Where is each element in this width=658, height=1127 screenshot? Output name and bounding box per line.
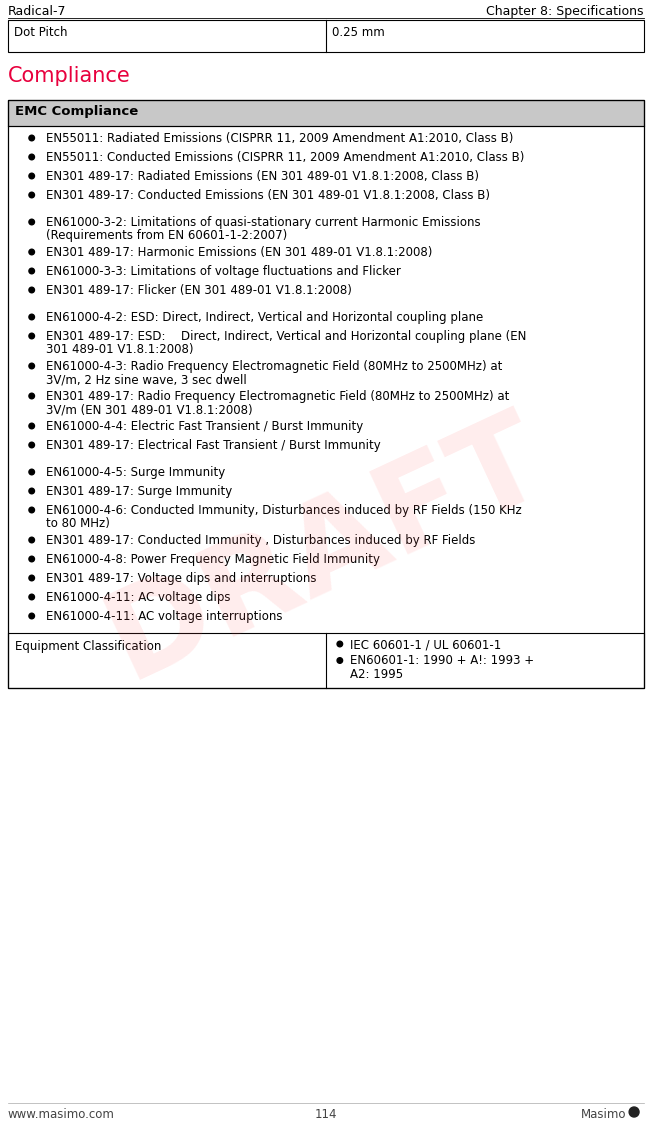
Circle shape <box>29 557 34 561</box>
Circle shape <box>29 287 34 293</box>
Text: EN60601-1: 1990 + A!: 1993 +: EN60601-1: 1990 + A!: 1993 + <box>350 655 534 667</box>
Text: Chapter 8: Specifications: Chapter 8: Specifications <box>486 5 644 18</box>
Text: Dot Pitch: Dot Pitch <box>14 26 67 39</box>
Bar <box>8 20 644 52</box>
Text: EN61000-3-3: Limitations of voltage fluctuations and Flicker: EN61000-3-3: Limitations of voltage fluc… <box>45 265 401 278</box>
Bar <box>8 633 644 687</box>
Circle shape <box>29 469 34 474</box>
Circle shape <box>29 575 34 580</box>
Text: Masimo: Masimo <box>580 1108 626 1121</box>
Text: EN301 489-17: Conducted Immunity , Disturbances induced by RF Fields: EN301 489-17: Conducted Immunity , Distu… <box>45 534 475 547</box>
Circle shape <box>29 314 34 320</box>
Text: EN301 489-17: Surge Immunity: EN301 489-17: Surge Immunity <box>45 485 232 498</box>
Text: EMC Compliance: EMC Compliance <box>15 105 138 118</box>
Circle shape <box>29 268 34 274</box>
Circle shape <box>29 363 34 369</box>
Bar <box>8 100 644 687</box>
Circle shape <box>337 658 343 664</box>
Text: EN61000-4-6: Conducted Immunity, Disturbances induced by RF Fields (150 KHz: EN61000-4-6: Conducted Immunity, Disturb… <box>45 504 521 517</box>
Circle shape <box>29 488 34 494</box>
Text: EN61000-4-8: Power Frequency Magnetic Field Immunity: EN61000-4-8: Power Frequency Magnetic Fi… <box>45 553 380 566</box>
Text: 114: 114 <box>315 1108 337 1121</box>
Circle shape <box>29 219 34 224</box>
Text: EN61000-3-2: Limitations of quasi-stationary current Harmonic Emissions: EN61000-3-2: Limitations of quasi-statio… <box>45 216 480 229</box>
Circle shape <box>29 193 34 198</box>
Circle shape <box>29 334 34 339</box>
Circle shape <box>29 154 34 160</box>
Bar <box>8 100 644 126</box>
Text: EN301 489-17: Conducted Emissions (EN 301 489-01 V1.8.1:2008, Class B): EN301 489-17: Conducted Emissions (EN 30… <box>45 189 490 202</box>
Text: EN301 489-17: ESD:   Direct, Indirect, Vertical and Horizontal coupling plane (E: EN301 489-17: ESD: Direct, Indirect, Ver… <box>45 330 526 343</box>
Text: 3V/m, 2 Hz sine wave, 3 sec dwell: 3V/m, 2 Hz sine wave, 3 sec dwell <box>45 373 246 387</box>
Text: EN301 489-17: Electrical Fast Transient / Burst Immunity: EN301 489-17: Electrical Fast Transient … <box>45 440 380 452</box>
Text: A2: 1995: A2: 1995 <box>350 668 403 681</box>
Text: EN61000-4-4: Electric Fast Transient / Burst Immunity: EN61000-4-4: Electric Fast Transient / B… <box>45 420 363 433</box>
Text: EN301 489-17: Voltage dips and interruptions: EN301 489-17: Voltage dips and interrupt… <box>45 573 316 585</box>
Text: IEC 60601-1 / UL 60601-1: IEC 60601-1 / UL 60601-1 <box>350 638 501 651</box>
Text: EN301 489-17: Flicker (EN 301 489-01 V1.8.1:2008): EN301 489-17: Flicker (EN 301 489-01 V1.… <box>45 284 351 298</box>
Text: EN55011: Radiated Emissions (CISPRR 11, 2009 Amendment A1:2010, Class B): EN55011: Radiated Emissions (CISPRR 11, … <box>45 132 513 145</box>
Text: EN301 489-17: Harmonic Emissions (EN 301 489-01 V1.8.1:2008): EN301 489-17: Harmonic Emissions (EN 301… <box>45 246 432 259</box>
Circle shape <box>29 594 34 600</box>
Circle shape <box>29 424 34 428</box>
Text: 301 489-01 V1.8.1:2008): 301 489-01 V1.8.1:2008) <box>45 344 193 356</box>
Circle shape <box>29 174 34 179</box>
Circle shape <box>29 507 34 513</box>
Text: www.masimo.com: www.masimo.com <box>8 1108 114 1121</box>
Text: EN301 489-17: Radio Frequency Electromagnetic Field (80MHz to 2500MHz) at: EN301 489-17: Radio Frequency Electromag… <box>45 390 509 403</box>
Circle shape <box>29 393 34 399</box>
Circle shape <box>29 538 34 543</box>
Text: DRAFT: DRAFT <box>89 397 563 703</box>
Text: Compliance: Compliance <box>8 66 131 86</box>
Circle shape <box>29 613 34 619</box>
Text: EN301 489-17: Radiated Emissions (EN 301 489-01 V1.8.1:2008, Class B): EN301 489-17: Radiated Emissions (EN 301… <box>45 170 478 183</box>
Text: Equipment Classification: Equipment Classification <box>15 640 161 653</box>
Text: EN55011: Conducted Emissions (CISPRR 11, 2009 Amendment A1:2010, Class B): EN55011: Conducted Emissions (CISPRR 11,… <box>45 151 524 165</box>
Text: EN61000-4-11: AC voltage dips: EN61000-4-11: AC voltage dips <box>45 591 238 604</box>
Text: 3V/m (EN 301 489-01 V1.8.1:2008): 3V/m (EN 301 489-01 V1.8.1:2008) <box>45 403 252 417</box>
Circle shape <box>337 641 343 647</box>
Text: Radical-7: Radical-7 <box>8 5 66 18</box>
Text: 0.25 mm: 0.25 mm <box>332 26 385 39</box>
Text: (Requirements from EN 60601-1-2:2007): (Requirements from EN 60601-1-2:2007) <box>45 230 287 242</box>
Text: to 80 MHz): to 80 MHz) <box>45 517 109 531</box>
Text: EN61000-4-5: Surge Immunity: EN61000-4-5: Surge Immunity <box>45 465 225 479</box>
Text: EN61000-4-3: Radio Frequency Electromagnetic Field (80MHz to 2500MHz) at: EN61000-4-3: Radio Frequency Electromagn… <box>45 360 502 373</box>
Text: EN61000-4-11: AC voltage interruptions: EN61000-4-11: AC voltage interruptions <box>45 610 282 623</box>
Text: EN61000-4-2: ESD: Direct, Indirect, Vertical and Horizontal coupling plane: EN61000-4-2: ESD: Direct, Indirect, Vert… <box>45 311 483 323</box>
Circle shape <box>629 1107 639 1117</box>
Circle shape <box>29 249 34 255</box>
Circle shape <box>29 135 34 141</box>
Circle shape <box>29 442 34 447</box>
